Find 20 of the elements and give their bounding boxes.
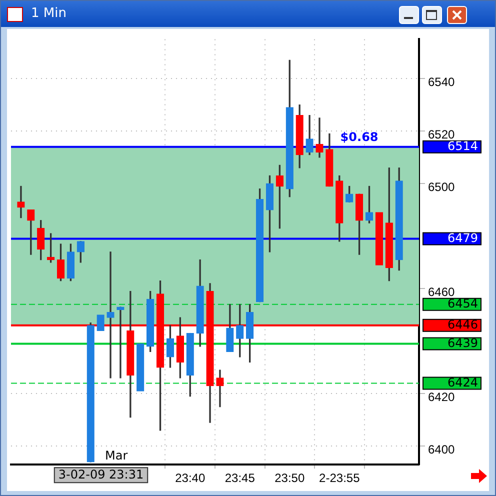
ref-line-label: 6454 <box>447 296 478 311</box>
chart-title: 1 Min <box>31 6 66 21</box>
x-tick-label: 23:40 <box>175 471 206 486</box>
x-tick-label: 23:50 <box>274 471 305 486</box>
text: 3-02-09 23:31 <box>58 468 144 482</box>
y-tick-label: 6420 <box>428 390 456 404</box>
y-tick-label: 6400 <box>428 442 456 457</box>
ref-line-label: 6446 <box>447 318 478 332</box>
annotation: $0.68 <box>340 130 378 144</box>
y-tick-label: 6540 <box>428 74 456 89</box>
ref-line-label: 6479 <box>447 230 478 245</box>
x-tick-label: 23:45 <box>224 471 256 486</box>
x-tick-label: 2-23:55 <box>319 471 360 486</box>
y-tick-label: 6520 <box>428 127 456 142</box>
ref-line-label: 6439 <box>447 336 478 350</box>
y-tick-label: 6500 <box>428 180 456 194</box>
ref-line-label: 6514 <box>447 138 478 153</box>
ref-line-label: 6424 <box>447 375 478 390</box>
annotation: Mar <box>105 448 128 463</box>
y-tick-label: 6460 <box>428 284 456 299</box>
